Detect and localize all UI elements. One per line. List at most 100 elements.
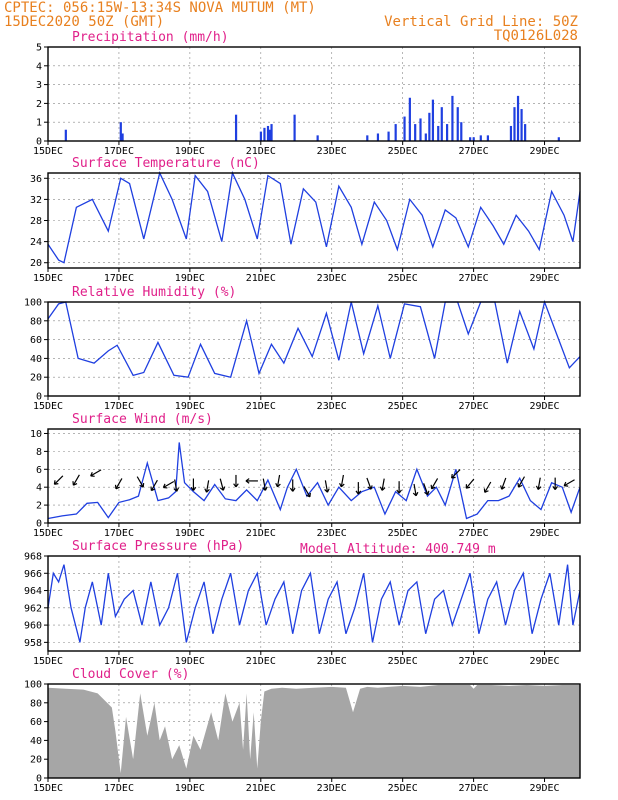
wind-arrow <box>173 479 180 492</box>
panel-frame <box>47 301 581 397</box>
wind-arrow <box>53 475 64 485</box>
wind-arrow <box>162 480 175 489</box>
panel-title: Precipitation (mm/h) <box>72 30 229 45</box>
y-tick-label: 958 <box>24 638 42 649</box>
y-tick-label: 966 <box>24 569 42 580</box>
wind-arrow <box>552 477 559 490</box>
precip-bar <box>456 107 459 141</box>
wind-arrow <box>430 478 439 490</box>
x-tick-label: 23DEC <box>317 273 347 284</box>
x-tick-label: 17DEC <box>104 273 134 284</box>
wind-arrow <box>465 478 475 489</box>
precip-bar <box>509 125 513 141</box>
y-tick-label: 80 <box>30 698 42 709</box>
precip-bar <box>428 112 431 141</box>
y-tick-label: 960 <box>24 621 42 632</box>
x-tick-label: 27DEC <box>459 401 489 412</box>
panel-title: Relative Humidity (%) <box>72 285 236 300</box>
precip-bar <box>424 133 427 141</box>
y-tick-label: 24 <box>30 237 42 248</box>
y-tick-label: 0 <box>36 392 42 403</box>
x-tick-label: 27DEC <box>459 656 489 667</box>
header-model-code: TQ0126L028 <box>494 28 578 44</box>
x-tick-label: 15DEC <box>33 783 63 794</box>
x-tick-label: 19DEC <box>175 146 205 157</box>
x-tick-label: 23DEC <box>317 401 347 412</box>
y-tick-label: 60 <box>30 335 42 346</box>
panel-cloud: Cloud Cover (%) 0 20 40 60 80 100 15DEC 17DEC 19D… <box>24 667 581 794</box>
x-tick-label: 25DEC <box>388 528 418 539</box>
header-title: CPTEC: 056:15W-13:34S NOVA MUTUM (MT) <box>4 0 316 16</box>
wind-arrow <box>423 483 430 496</box>
x-tick-label: 25DEC <box>388 146 418 157</box>
wind-arrow <box>483 481 492 493</box>
x-tick-label: 17DEC <box>104 401 134 412</box>
x-tick-label: 21DEC <box>246 783 276 794</box>
wind-arrow <box>275 474 281 488</box>
y-tick-label: 2 <box>36 99 42 110</box>
y-tick-label: 40 <box>30 736 42 747</box>
series-line-pressure <box>47 564 581 643</box>
precip-bar <box>64 129 67 141</box>
y-tick-label: 0 <box>36 137 42 148</box>
precip-bar <box>266 125 270 141</box>
precip-bar <box>394 124 397 141</box>
x-tick-label: 19DEC <box>175 783 205 794</box>
precip-bar <box>524 124 527 141</box>
y-tick-label: 20 <box>30 755 42 766</box>
precip-bar <box>119 122 122 141</box>
wind-arrow <box>339 474 345 488</box>
precip-bar <box>520 109 523 141</box>
precip-bar <box>268 129 271 141</box>
x-tick-label: 29DEC <box>529 273 559 284</box>
x-tick-label: 27DEC <box>459 146 489 157</box>
x-tick-label: 23DEC <box>317 656 347 667</box>
y-tick-label: 100 <box>24 680 42 691</box>
wind-arrow <box>412 483 419 497</box>
wind-arrow <box>245 478 258 484</box>
x-tick-label: 29DEC <box>529 146 559 157</box>
wind-arrow <box>535 477 542 490</box>
x-tick-label: 21DEC <box>246 401 276 412</box>
wind-arrow <box>379 478 386 491</box>
y-tick-label: 60 <box>30 717 42 728</box>
panel-frame <box>47 428 581 524</box>
precip-bar <box>259 131 262 141</box>
wind-arrow <box>136 476 145 488</box>
x-tick-label: 15DEC <box>33 273 63 284</box>
wind-arrow <box>355 482 362 495</box>
precip-bar <box>469 137 472 141</box>
y-tick-label: 10 <box>30 429 42 440</box>
precip-bar <box>486 135 489 141</box>
y-tick-label: 1 <box>36 118 42 129</box>
x-tick-label: 17DEC <box>104 656 134 667</box>
x-tick-label: 29DEC <box>529 528 559 539</box>
x-tick-label: 29DEC <box>529 401 559 412</box>
precip-bar <box>431 99 435 141</box>
precip-bar <box>557 137 560 141</box>
y-tick-label: 40 <box>30 354 42 365</box>
precip-bar <box>446 124 449 141</box>
series-line-wind <box>47 442 581 520</box>
panel-wind: Surface Wind (m/s) 0 2 4 6 8 10 15DEC 17DEC 19DEC… <box>30 412 581 539</box>
x-tick-label: 29DEC <box>529 783 559 794</box>
model-altitude: Model Altitude: 400.749 m <box>300 542 496 557</box>
panel-precipitation: Precipitation (mm/h) 0 1 2 3 4 5 15DEC 17DEC 19DE… <box>33 30 581 157</box>
precip-bar <box>451 95 454 141</box>
wind-arrow <box>563 479 575 487</box>
precip-bar <box>516 95 520 141</box>
x-tick-label: 25DEC <box>388 783 418 794</box>
precip-bar <box>234 114 238 141</box>
wind-arrow <box>190 478 197 491</box>
x-tick-label: 21DEC <box>246 146 276 157</box>
precip-bar <box>366 135 369 141</box>
wind-arrow <box>451 469 461 479</box>
precip-bar <box>460 122 463 141</box>
x-tick-label: 17DEC <box>104 146 134 157</box>
x-tick-label: 19DEC <box>175 273 205 284</box>
x-tick-label: 29DEC <box>529 656 559 667</box>
cloud-cover-area <box>48 684 580 778</box>
precip-bar <box>121 133 124 141</box>
x-tick-label: 23DEC <box>317 783 347 794</box>
wind-arrow <box>114 478 123 490</box>
